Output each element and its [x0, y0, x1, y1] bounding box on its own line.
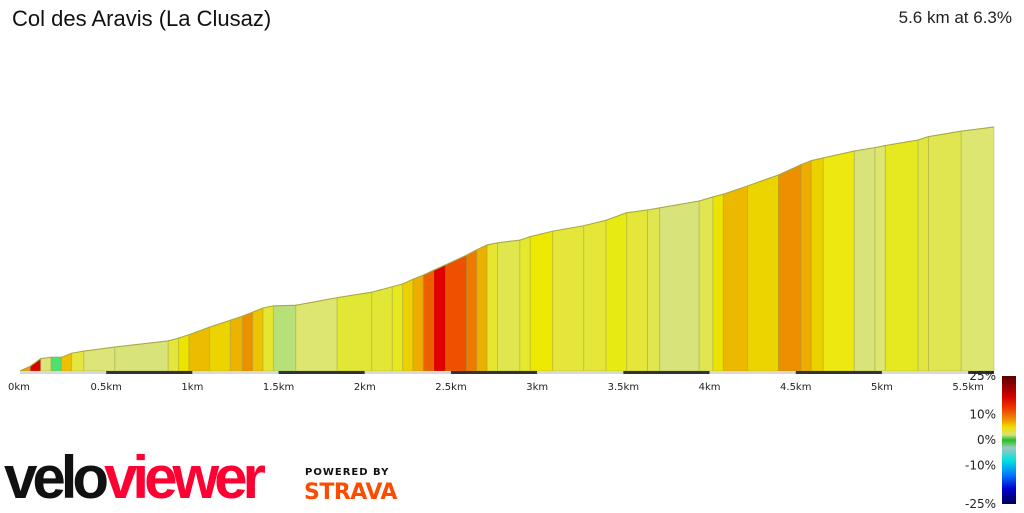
profile-segment	[927, 130, 962, 372]
x-tick-label: 0km	[8, 382, 30, 393]
profile-segment	[336, 291, 373, 372]
profile-segment	[497, 239, 521, 372]
profile-segment	[445, 254, 467, 372]
x-tick-label: 3.5km	[608, 382, 639, 393]
x-tick-label: 1.5km	[263, 382, 294, 393]
page-title: Col des Aravis (La Clusaz)	[12, 6, 272, 31]
profile-segment	[810, 157, 824, 372]
x-tick-label: 2.5km	[435, 382, 466, 393]
strava-logo[interactable]: STRAVA	[304, 480, 397, 505]
profile-segment	[960, 126, 995, 372]
profile-segment	[178, 333, 190, 372]
x-tick-label: 0.5km	[90, 382, 121, 393]
x-tick-label: 5.5km	[952, 382, 983, 393]
x-tick-label: 1km	[181, 382, 203, 393]
profile-segment	[40, 356, 52, 372]
legend-label: -10%	[965, 459, 996, 473]
distance-bar-segment	[192, 371, 279, 374]
legend-label: 25%	[969, 369, 996, 383]
distance-bar-segment	[968, 371, 994, 374]
distance-bar-segment	[106, 371, 193, 374]
profile-segment	[800, 159, 812, 372]
legend-label: 0%	[977, 433, 996, 447]
distance-bar-segment	[881, 371, 969, 374]
profile-segment	[874, 144, 886, 372]
profile-outline	[19, 126, 995, 372]
profile-segment	[552, 225, 585, 372]
distance-bar-segment	[20, 371, 107, 374]
profile-segment	[371, 286, 393, 372]
x-tick-label: 3km	[526, 382, 548, 393]
profile-segment	[229, 315, 243, 372]
profile-segment	[884, 139, 919, 372]
profile-segment	[712, 193, 724, 372]
x-tick-label: 5km	[871, 382, 893, 393]
profile-segment	[71, 350, 85, 372]
profile-segment	[519, 235, 531, 372]
profile-segment	[60, 352, 73, 372]
distance-bar-segment	[278, 371, 365, 374]
profile-segment	[822, 150, 855, 372]
profile-segment	[917, 135, 929, 372]
profile-segment	[412, 274, 424, 372]
profile-segment	[433, 263, 447, 372]
distance-bar-segment	[795, 371, 882, 374]
profile-segment	[529, 230, 554, 372]
profile-segment	[50, 356, 62, 372]
profile-segment	[778, 163, 802, 372]
legend-label: 10%	[969, 407, 996, 421]
profile-segment	[402, 278, 414, 372]
profile-segment	[295, 297, 338, 372]
profile-segment	[583, 219, 607, 372]
profile-segment	[746, 174, 780, 372]
distance-bar-segment	[709, 371, 796, 374]
x-tick-label: 2km	[354, 382, 376, 393]
profile-segment	[476, 244, 488, 372]
distance-bar-segment	[450, 371, 538, 374]
profile-segment	[241, 311, 254, 372]
powered-by-label: POWERED BY	[305, 467, 390, 478]
profile-segment	[391, 283, 404, 372]
distance-bar-segment	[537, 371, 624, 374]
x-tick-label: 4.5km	[780, 382, 811, 393]
profile-segment	[209, 319, 231, 372]
profile-segment	[422, 269, 435, 372]
legend-label: -25%	[965, 497, 996, 511]
profile-segment	[722, 185, 748, 372]
profile-segment	[486, 242, 499, 372]
profile-segment	[646, 207, 661, 372]
distance-bar-segment	[623, 371, 710, 374]
profile-segment	[252, 307, 264, 372]
profile-segment	[167, 337, 180, 372]
x-tick-label: 4km	[699, 382, 721, 393]
profile-segment	[262, 305, 274, 372]
profile-segment	[465, 248, 478, 372]
veloviewer-logo[interactable]: veloviewer	[4, 444, 266, 511]
profile-segment	[272, 304, 297, 372]
profile-segment	[698, 196, 714, 372]
gradient-colorbar	[1002, 376, 1016, 504]
profile-segment	[659, 200, 700, 372]
profile-segment	[626, 209, 648, 372]
profile-segment	[853, 146, 876, 372]
profile-segment	[114, 340, 169, 372]
climb-summary: 5.6 km at 6.3%	[898, 8, 1012, 27]
distance-bar-segment	[364, 371, 451, 374]
profile-segment	[605, 211, 628, 372]
